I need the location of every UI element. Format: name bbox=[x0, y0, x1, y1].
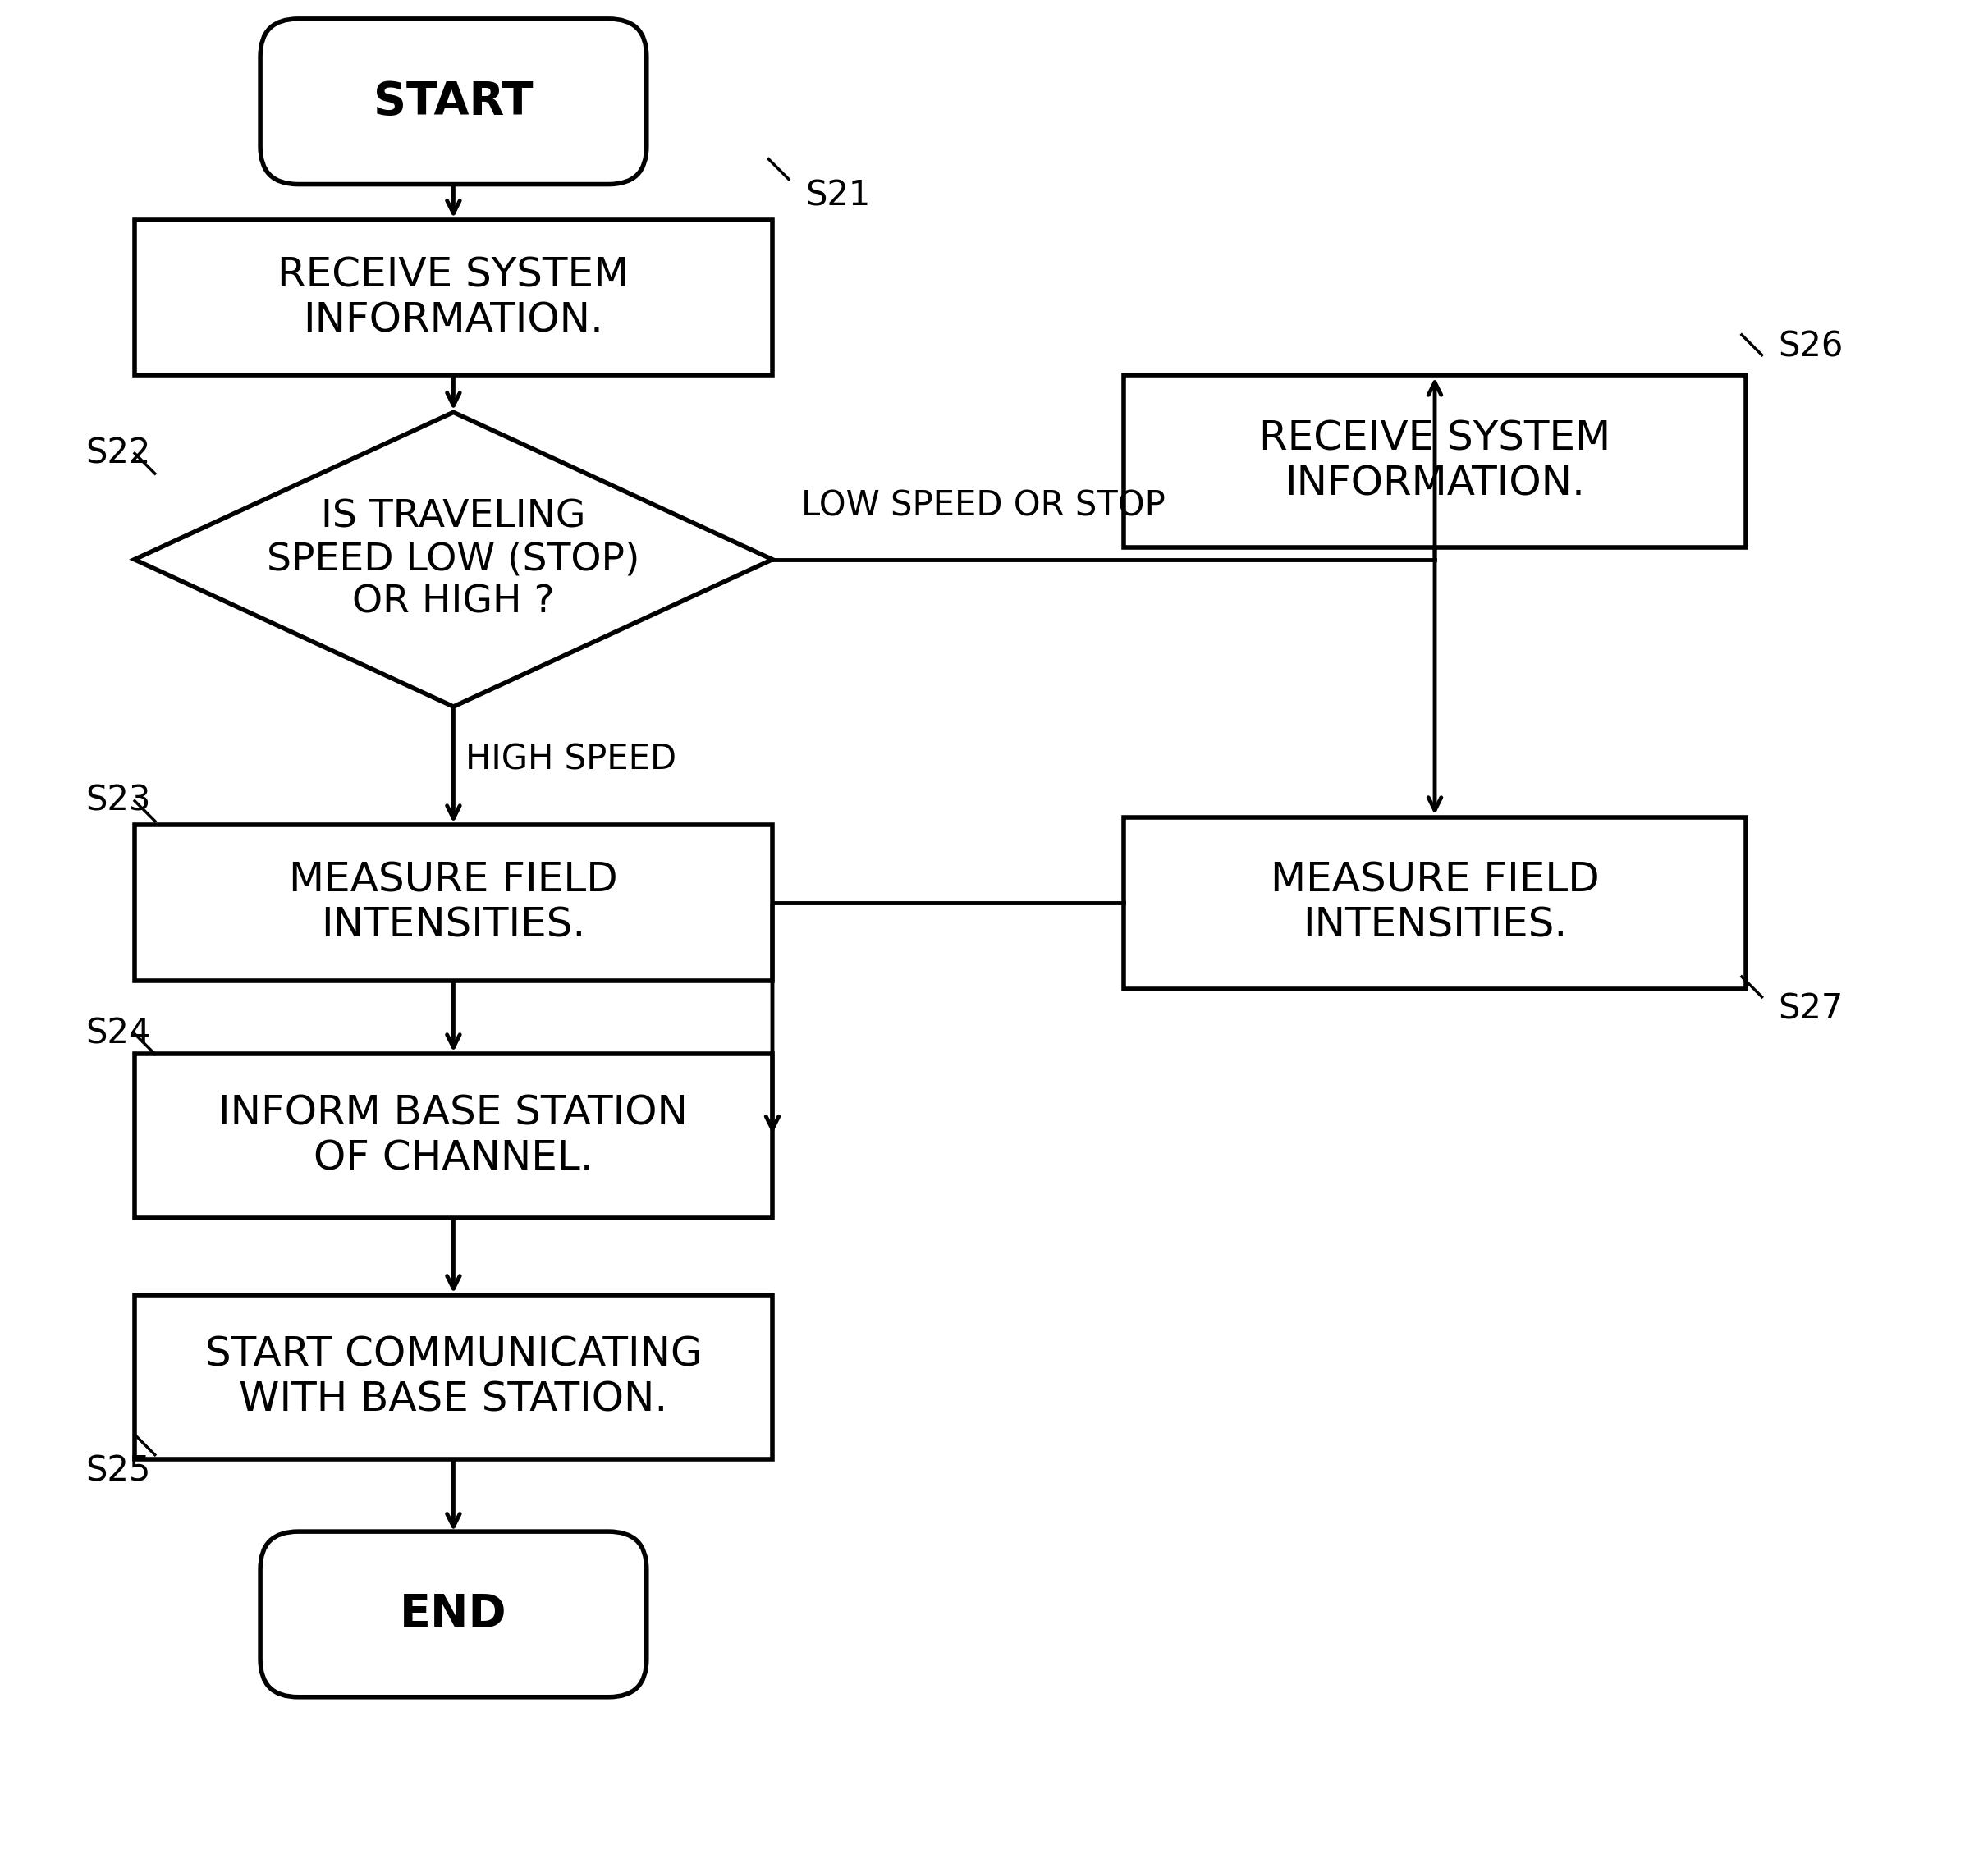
Bar bbox=[135, 1295, 773, 1459]
Text: END: END bbox=[400, 1593, 507, 1636]
Text: START COMMUNICATING
WITH BASE STATION.: START COMMUNICATING WITH BASE STATION. bbox=[205, 1334, 702, 1420]
Text: MEASURE FIELD
INTENSITIES.: MEASURE FIELD INTENSITIES. bbox=[1270, 861, 1598, 945]
Bar bbox=[135, 825, 773, 980]
Text: IS TRAVELING
SPEED LOW (STOP)
OR HIGH ?: IS TRAVELING SPEED LOW (STOP) OR HIGH ? bbox=[266, 497, 640, 620]
Text: RECEIVE SYSTEM
INFORMATION.: RECEIVE SYSTEM INFORMATION. bbox=[1258, 419, 1610, 503]
Text: MEASURE FIELD
INTENSITIES.: MEASURE FIELD INTENSITIES. bbox=[288, 861, 618, 945]
Text: S21: S21 bbox=[805, 179, 871, 212]
Text: S24: S24 bbox=[85, 1017, 151, 1051]
Bar bbox=[1123, 376, 1745, 548]
Text: S25: S25 bbox=[85, 1453, 151, 1489]
Text: S23: S23 bbox=[85, 784, 151, 818]
Bar bbox=[1123, 818, 1745, 989]
Text: S27: S27 bbox=[1779, 991, 1843, 1027]
Text: INFORM BASE STATION
OF CHANNEL.: INFORM BASE STATION OF CHANNEL. bbox=[219, 1094, 688, 1179]
Text: S26: S26 bbox=[1779, 330, 1843, 363]
FancyBboxPatch shape bbox=[260, 19, 646, 184]
Text: S22: S22 bbox=[85, 436, 151, 469]
Text: HIGH SPEED: HIGH SPEED bbox=[465, 743, 676, 777]
Bar bbox=[135, 1054, 773, 1218]
FancyBboxPatch shape bbox=[260, 1531, 646, 1697]
Bar bbox=[135, 220, 773, 376]
Text: LOW SPEED OR STOP: LOW SPEED OR STOP bbox=[801, 490, 1165, 524]
Text: START: START bbox=[374, 80, 533, 123]
Text: RECEIVE SYSTEM
INFORMATION.: RECEIVE SYSTEM INFORMATION. bbox=[278, 255, 628, 341]
Polygon shape bbox=[135, 412, 773, 706]
